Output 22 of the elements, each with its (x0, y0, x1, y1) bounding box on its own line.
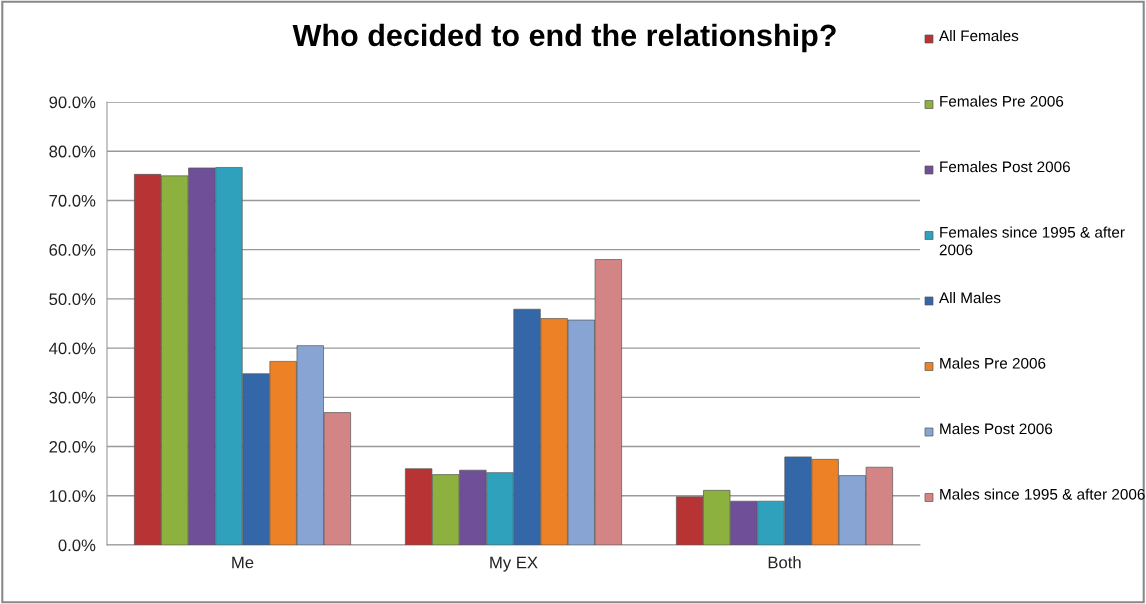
legend-label: Females Pre 2006 (940, 95, 1064, 107)
legend-label: Females Post 2006 (940, 161, 1070, 173)
y-tick-label: 0.0% (58, 539, 96, 552)
y-tick-label: 40.0% (49, 342, 96, 355)
y-tick-label: 10.0% (49, 490, 96, 502)
x-tick-label: Both (768, 556, 801, 569)
x-tick-label: My EX (490, 556, 538, 572)
legend-label: Males Post 2006 (940, 423, 1053, 435)
legend-label: Females since 1995 & after 2006 (939, 226, 1125, 256)
legend-label: Males Pre 2006 (940, 357, 1046, 369)
y-tick-label: 50.0% (49, 293, 96, 306)
y-tick-label: 60.0% (49, 244, 96, 256)
legend-label: All Males (939, 292, 1001, 304)
legend-label: All Females (939, 30, 1019, 42)
y-tick-label: 80.0% (49, 145, 96, 158)
y-tick-label: 30.0% (49, 391, 96, 404)
y-tick-label: 70.0% (49, 194, 96, 207)
x-tick-label: Me (232, 556, 254, 569)
chart-title: Who decided to end the relationship? (292, 23, 836, 53)
y-tick-label: 90.0% (49, 96, 96, 109)
y-tick-label: 20.0% (49, 440, 96, 453)
legend-label: Males since 1995 & after 2006 (940, 488, 1145, 500)
